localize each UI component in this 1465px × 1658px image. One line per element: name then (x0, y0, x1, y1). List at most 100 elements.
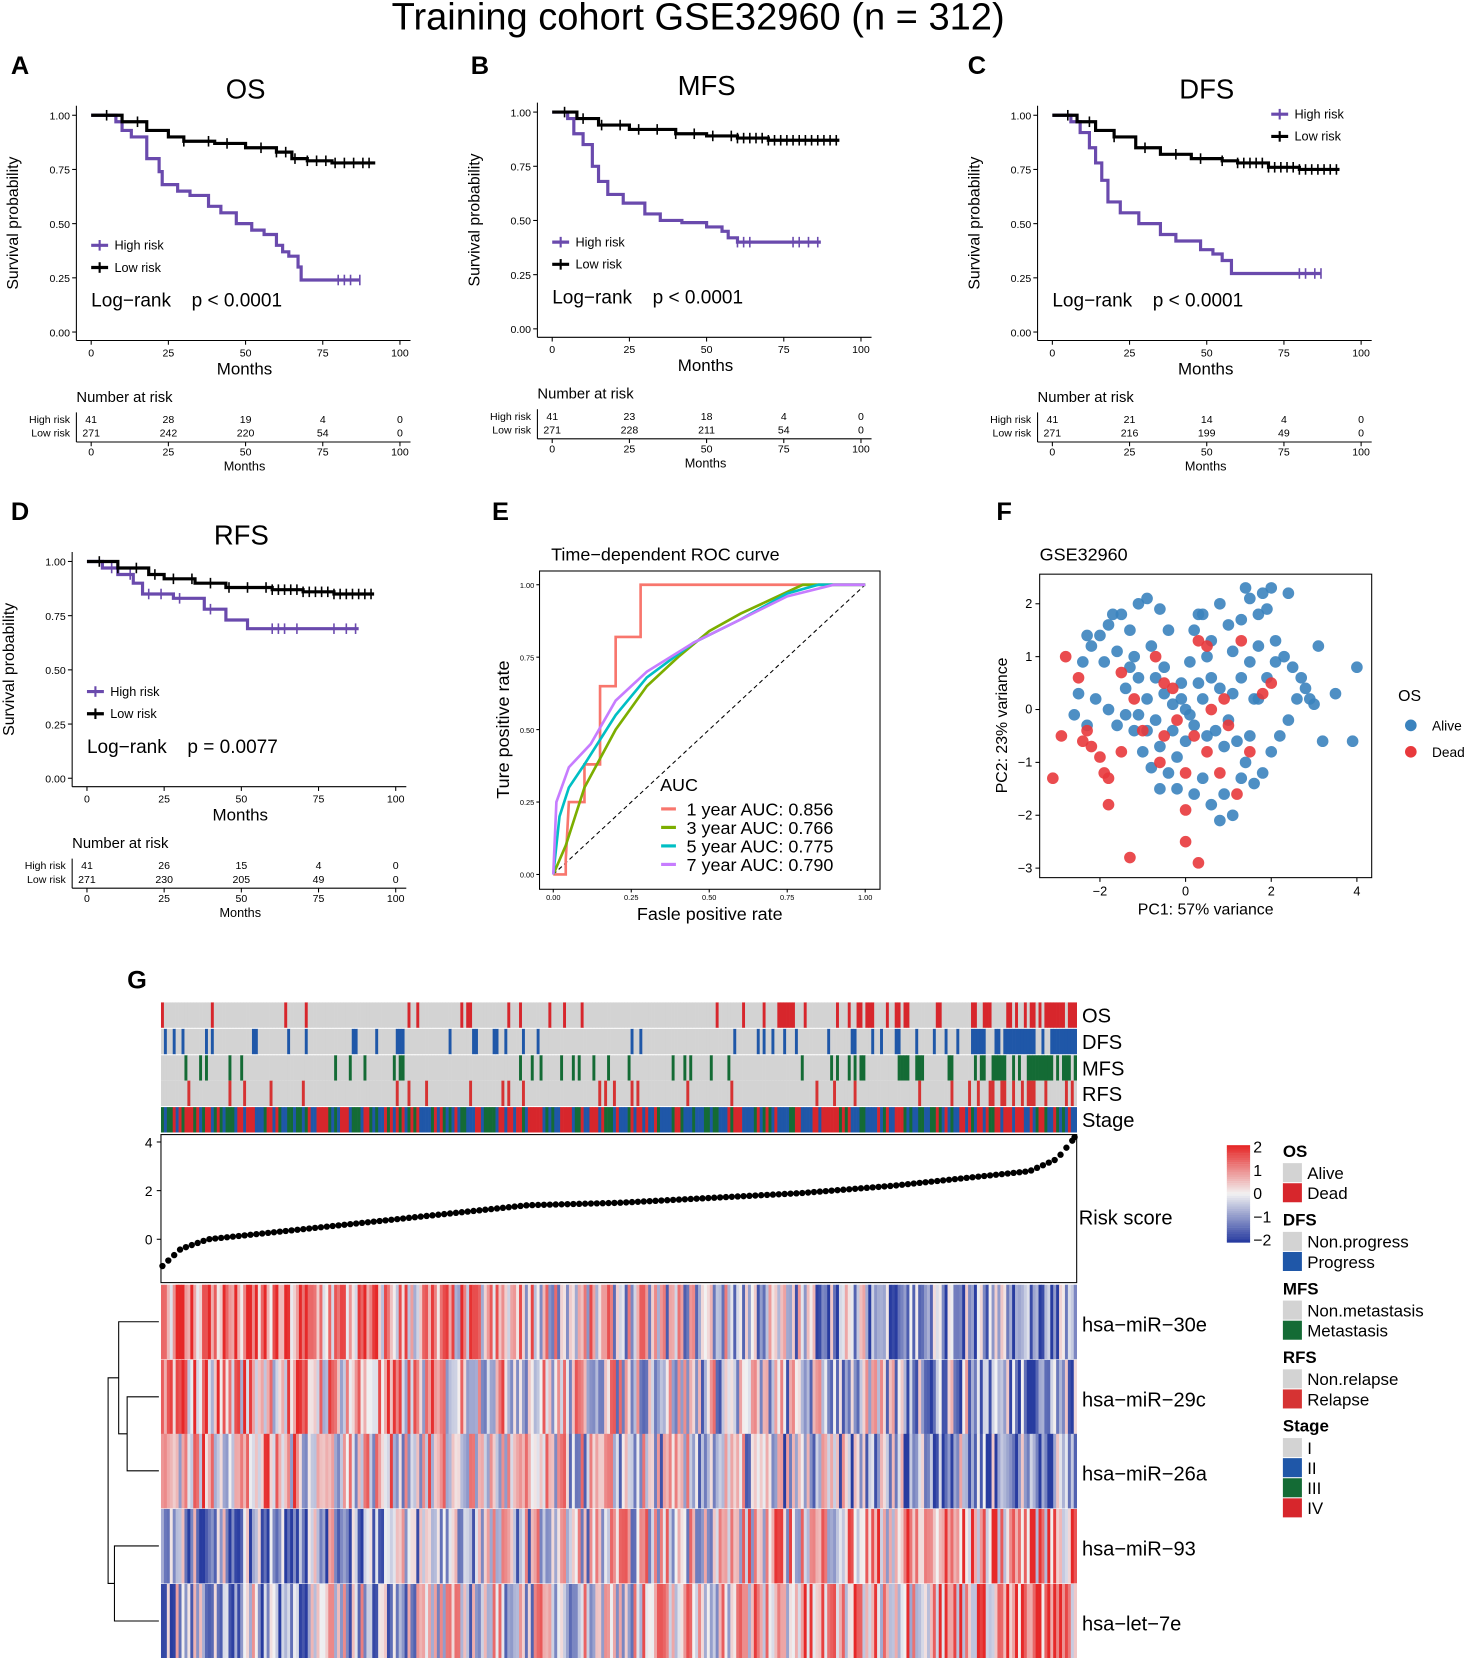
heatmap-cell (783, 1359, 787, 1435)
heatmap-cell (457, 1359, 461, 1435)
heatmap-cell (709, 1359, 714, 1435)
annotation-cell (1029, 1080, 1033, 1107)
colorbar-cell (1226, 1240, 1251, 1243)
heatmap-cell (337, 1359, 341, 1435)
heatmap-cell (545, 1284, 549, 1360)
annotation-cell (1009, 1055, 1013, 1081)
heatmap-cell (838, 1359, 843, 1435)
heatmap-cell (516, 1508, 520, 1584)
annotation-cell (783, 1107, 787, 1133)
annotation-cell (519, 1028, 523, 1055)
annotation-cell (912, 1107, 916, 1133)
heatmap-cell (410, 1359, 414, 1435)
heatmap-cell (263, 1508, 267, 1584)
annotation-cell (953, 1028, 957, 1055)
heatmap-cell (345, 1359, 350, 1435)
annotation-cell (483, 1002, 488, 1028)
heatmap-cell (257, 1508, 262, 1584)
heatmap-cell (982, 1359, 987, 1435)
annotation-cell (1038, 1080, 1042, 1107)
annotation-cell (401, 1002, 405, 1028)
heatmap-cell (774, 1284, 778, 1360)
legend-item-label: Dead (1307, 1184, 1347, 1203)
heatmap-cell (927, 1583, 931, 1658)
heatmap-cell (821, 1508, 825, 1584)
annotation-cell (574, 1002, 579, 1028)
risk-x-tick-label: 50 (701, 444, 713, 456)
heatmap-cell (797, 1433, 802, 1509)
point-dead (1235, 634, 1248, 647)
point-alive (1201, 650, 1213, 663)
annotation-cell (254, 1080, 259, 1107)
risk-count: 205 (233, 874, 251, 886)
risk-score-point (188, 1241, 195, 1249)
heatmap-cell (202, 1359, 206, 1435)
heatmap-cell (480, 1359, 485, 1435)
annotation-cell (712, 1028, 717, 1055)
heatmap-cell (786, 1508, 790, 1584)
annotation-cell (304, 1002, 309, 1028)
annotation-cell (316, 1055, 320, 1081)
heatmap-cell (193, 1583, 197, 1658)
annotation-cell (530, 1080, 535, 1107)
annotation-cell (651, 1055, 655, 1081)
risk-score-point (1028, 1167, 1035, 1174)
annotation-cell (941, 1028, 945, 1055)
heatmap-cell (492, 1284, 496, 1360)
annotation-cell (642, 1055, 646, 1081)
heatmap-cell (882, 1284, 887, 1360)
annotation-cell (378, 1002, 382, 1028)
risk-x-tick-label: 75 (313, 893, 325, 905)
risk-count: 41 (1046, 414, 1058, 426)
heatmap-cell (1038, 1583, 1042, 1658)
annotation-cell (803, 1002, 807, 1028)
heatmap-cell (994, 1583, 998, 1658)
heatmap-cell (797, 1508, 802, 1584)
colorbar-cell (1226, 1238, 1251, 1241)
heatmap-cell (301, 1583, 306, 1658)
risk-score-point (945, 1176, 953, 1183)
risk-score-point (734, 1193, 741, 1200)
annotation-cell (671, 1080, 675, 1107)
heatmap-cell (536, 1433, 540, 1509)
heatmap-cell (618, 1433, 623, 1509)
heatmap-cell (847, 1284, 852, 1360)
heatmap-cell (269, 1433, 273, 1509)
heatmap-cell (800, 1583, 805, 1658)
heatmap-cell (903, 1508, 907, 1584)
annotation-cell (624, 1080, 628, 1107)
annotation-cell (451, 1055, 455, 1081)
heatmap-cell (251, 1433, 256, 1509)
heatmap-cell (260, 1359, 265, 1435)
annotation-cell (595, 1028, 599, 1055)
heatmap-cell (765, 1433, 769, 1509)
annotation-cell (927, 1002, 931, 1028)
heatmap-cell (436, 1508, 441, 1584)
annotation-cell (1041, 1002, 1045, 1028)
point-alive (1239, 582, 1252, 594)
heatmap-cell (287, 1583, 291, 1658)
heatmap-cell (918, 1508, 922, 1584)
heatmap-cell (586, 1508, 590, 1584)
heatmap-cell (630, 1508, 634, 1584)
risk-count: 14 (1201, 414, 1213, 426)
km-curve-high-risk (91, 113, 360, 282)
annotation-cell (369, 1002, 373, 1028)
heatmap-cell (753, 1284, 758, 1360)
annotation-cell (322, 1055, 326, 1081)
heatmap-cell (941, 1508, 945, 1584)
roc-panel: Time−dependent ROC curve0.000.250.500.75… (493, 544, 881, 924)
heatmap-cell (375, 1433, 379, 1509)
point-alive (1291, 693, 1303, 705)
heatmap-cell (648, 1508, 652, 1584)
heatmap-cell (624, 1583, 628, 1658)
heatmap-cell (216, 1284, 220, 1360)
annotation-cell (469, 1107, 473, 1133)
annotation-cell (654, 1055, 658, 1081)
annotation-cell (328, 1028, 332, 1055)
annotation-cell (404, 1002, 408, 1028)
heatmap-cell (251, 1359, 256, 1435)
annotation-cell (674, 1107, 678, 1133)
